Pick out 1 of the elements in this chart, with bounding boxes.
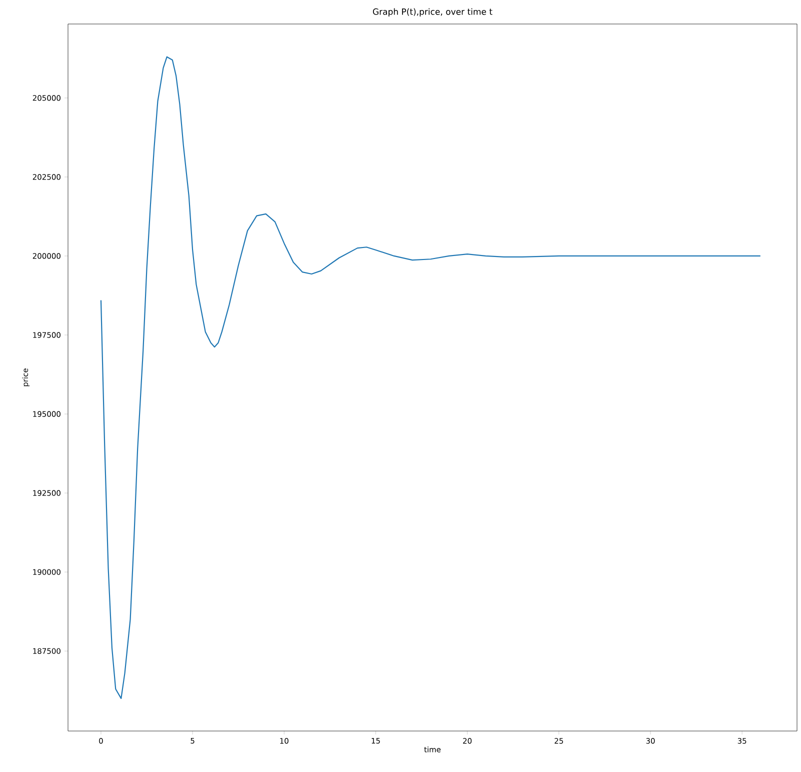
chart-title: Graph P(t),price, over time t	[372, 8, 492, 16]
